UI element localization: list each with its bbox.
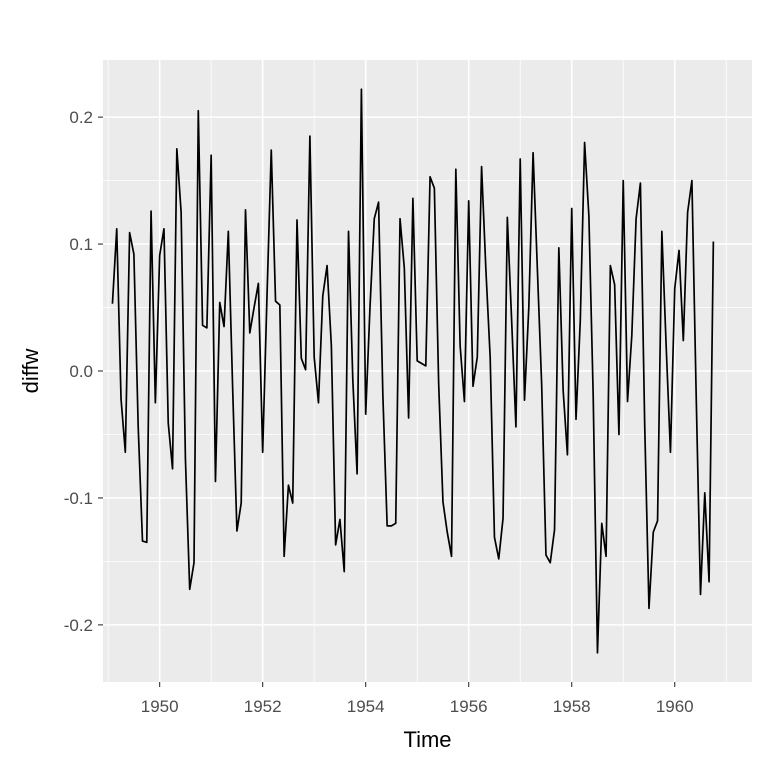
y-axis-ticks: -0.2 -0.1 0.0 0.1 0.2 [64, 108, 103, 635]
y-axis-title: diffw [18, 348, 43, 393]
y-tick-label: 0.1 [69, 235, 93, 254]
y-tick-label: 0.0 [69, 362, 93, 381]
x-tick-label: 1950 [141, 697, 179, 716]
x-axis-ticks: 1950 1952 1954 1956 1958 1960 [141, 682, 694, 716]
y-tick-label: -0.2 [64, 616, 93, 635]
y-tick-label: 0.2 [69, 108, 93, 127]
x-tick-label: 1960 [656, 697, 694, 716]
x-axis-title: Time [403, 727, 451, 752]
x-tick-label: 1956 [450, 697, 488, 716]
y-tick-label: -0.1 [64, 489, 93, 508]
x-tick-label: 1952 [244, 697, 282, 716]
x-tick-label: 1958 [553, 697, 591, 716]
series-line-diffw [111, 88, 715, 654]
x-tick-label: 1954 [347, 697, 385, 716]
